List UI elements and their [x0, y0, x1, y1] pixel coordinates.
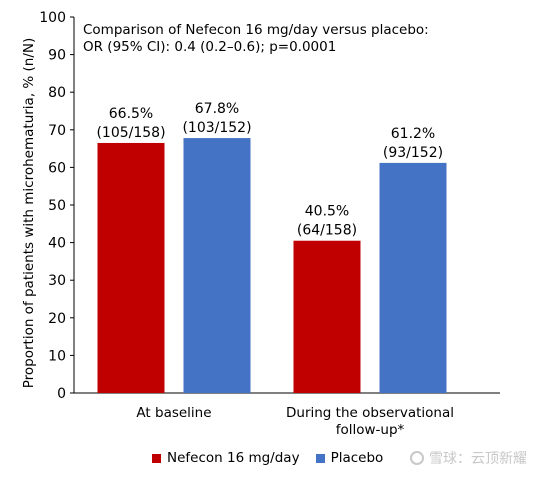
watermark: 雪球：云顶新耀 — [410, 448, 527, 468]
y-tick-label: 60 — [48, 160, 66, 176]
annotation-line: Comparison of Nefecon 16 mg/day versus p… — [83, 22, 429, 38]
legend-swatch-nefecon — [152, 453, 161, 463]
y-tick-label: 30 — [48, 273, 66, 289]
y-tick-label: 70 — [48, 123, 66, 139]
x-tick-label: follow-up* — [336, 422, 405, 438]
y-tick-label: 50 — [48, 198, 66, 214]
data-label: (93/152) — [383, 145, 443, 161]
legend-swatch-placebo — [315, 453, 325, 463]
data-label: (103/152) — [182, 120, 251, 136]
legend-item-placebo: Placebo — [315, 450, 384, 466]
data-label: 61.2% — [391, 126, 435, 142]
bar — [183, 138, 251, 393]
data-label: (105/158) — [96, 125, 165, 141]
watermark-text: 雪球：云顶新耀 — [429, 451, 527, 467]
y-tick-label: 90 — [48, 48, 66, 64]
data-label: 66.5% — [109, 106, 153, 122]
y-tick-label: 20 — [48, 311, 66, 327]
y-tick-label: 0 — [57, 386, 66, 402]
annotation-line: OR (95% CI): 0.4 (0.2–0.6); p=0.0001 — [83, 39, 336, 55]
y-tick-label: 100 — [39, 10, 66, 26]
y-tick-label: 80 — [48, 85, 66, 101]
data-label: 40.5% — [305, 204, 349, 220]
y-axis-label: Proportion of patients with microhematur… — [21, 38, 37, 389]
legend: Nefecon 16 mg/day Placebo — [152, 450, 399, 466]
data-label: (64/158) — [297, 223, 357, 239]
x-tick-label: At baseline — [136, 405, 211, 421]
legend-item-nefecon: Nefecon 16 mg/day — [152, 450, 300, 466]
legend-label-placebo: Placebo — [330, 450, 384, 466]
x-tick-label: During the observational — [286, 405, 454, 421]
snowball-logo-icon — [410, 451, 424, 465]
bar — [97, 142, 165, 393]
legend-label-nefecon: Nefecon 16 mg/day — [167, 450, 300, 466]
data-label: 67.8% — [195, 101, 239, 117]
bar — [293, 240, 361, 393]
bar — [379, 162, 447, 393]
y-tick-label: 40 — [48, 236, 66, 252]
y-tick-label: 10 — [48, 348, 66, 364]
